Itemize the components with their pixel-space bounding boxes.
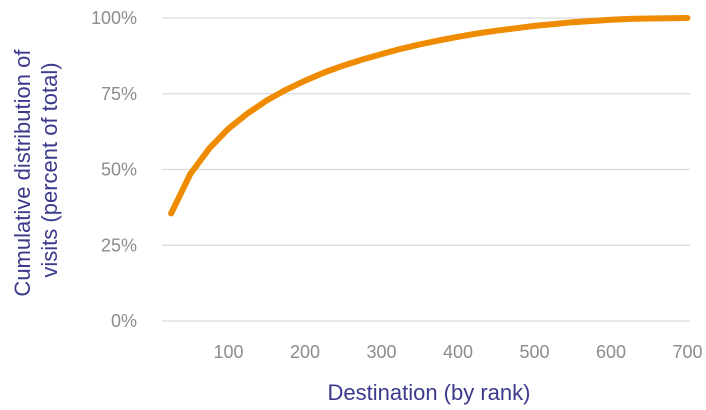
y-axis-title-line-2: visits (percent of total) xyxy=(37,62,62,277)
x-tick-label: 700 xyxy=(672,342,702,362)
y-tick-label: 50% xyxy=(101,160,137,180)
x-tick-label: 500 xyxy=(519,342,549,362)
gridlines xyxy=(162,17,690,322)
y-tick-label: 100% xyxy=(91,8,137,28)
y-tick-label: 25% xyxy=(101,235,137,255)
x-axis-tick-labels: 100 200 300 400 500 600 700 xyxy=(213,342,702,362)
y-axis-title: Cumulative distribution of visits (perce… xyxy=(10,43,62,296)
y-tick-label: 0% xyxy=(111,311,137,331)
x-tick-label: 100 xyxy=(213,342,243,362)
y-axis-title-line-1: Cumulative distribution of xyxy=(10,49,35,297)
series-line xyxy=(168,15,691,217)
y-tick-label: 75% xyxy=(101,84,137,104)
x-tick-label: 600 xyxy=(596,342,626,362)
x-tick-label: 400 xyxy=(443,342,473,362)
series-layer xyxy=(168,15,691,217)
x-axis-title: Destination (by rank) xyxy=(328,380,531,405)
x-tick-label: 200 xyxy=(290,342,320,362)
y-axis-tick-labels: 0% 25% 50% 75% 100% xyxy=(91,8,137,331)
x-tick-label: 300 xyxy=(366,342,396,362)
